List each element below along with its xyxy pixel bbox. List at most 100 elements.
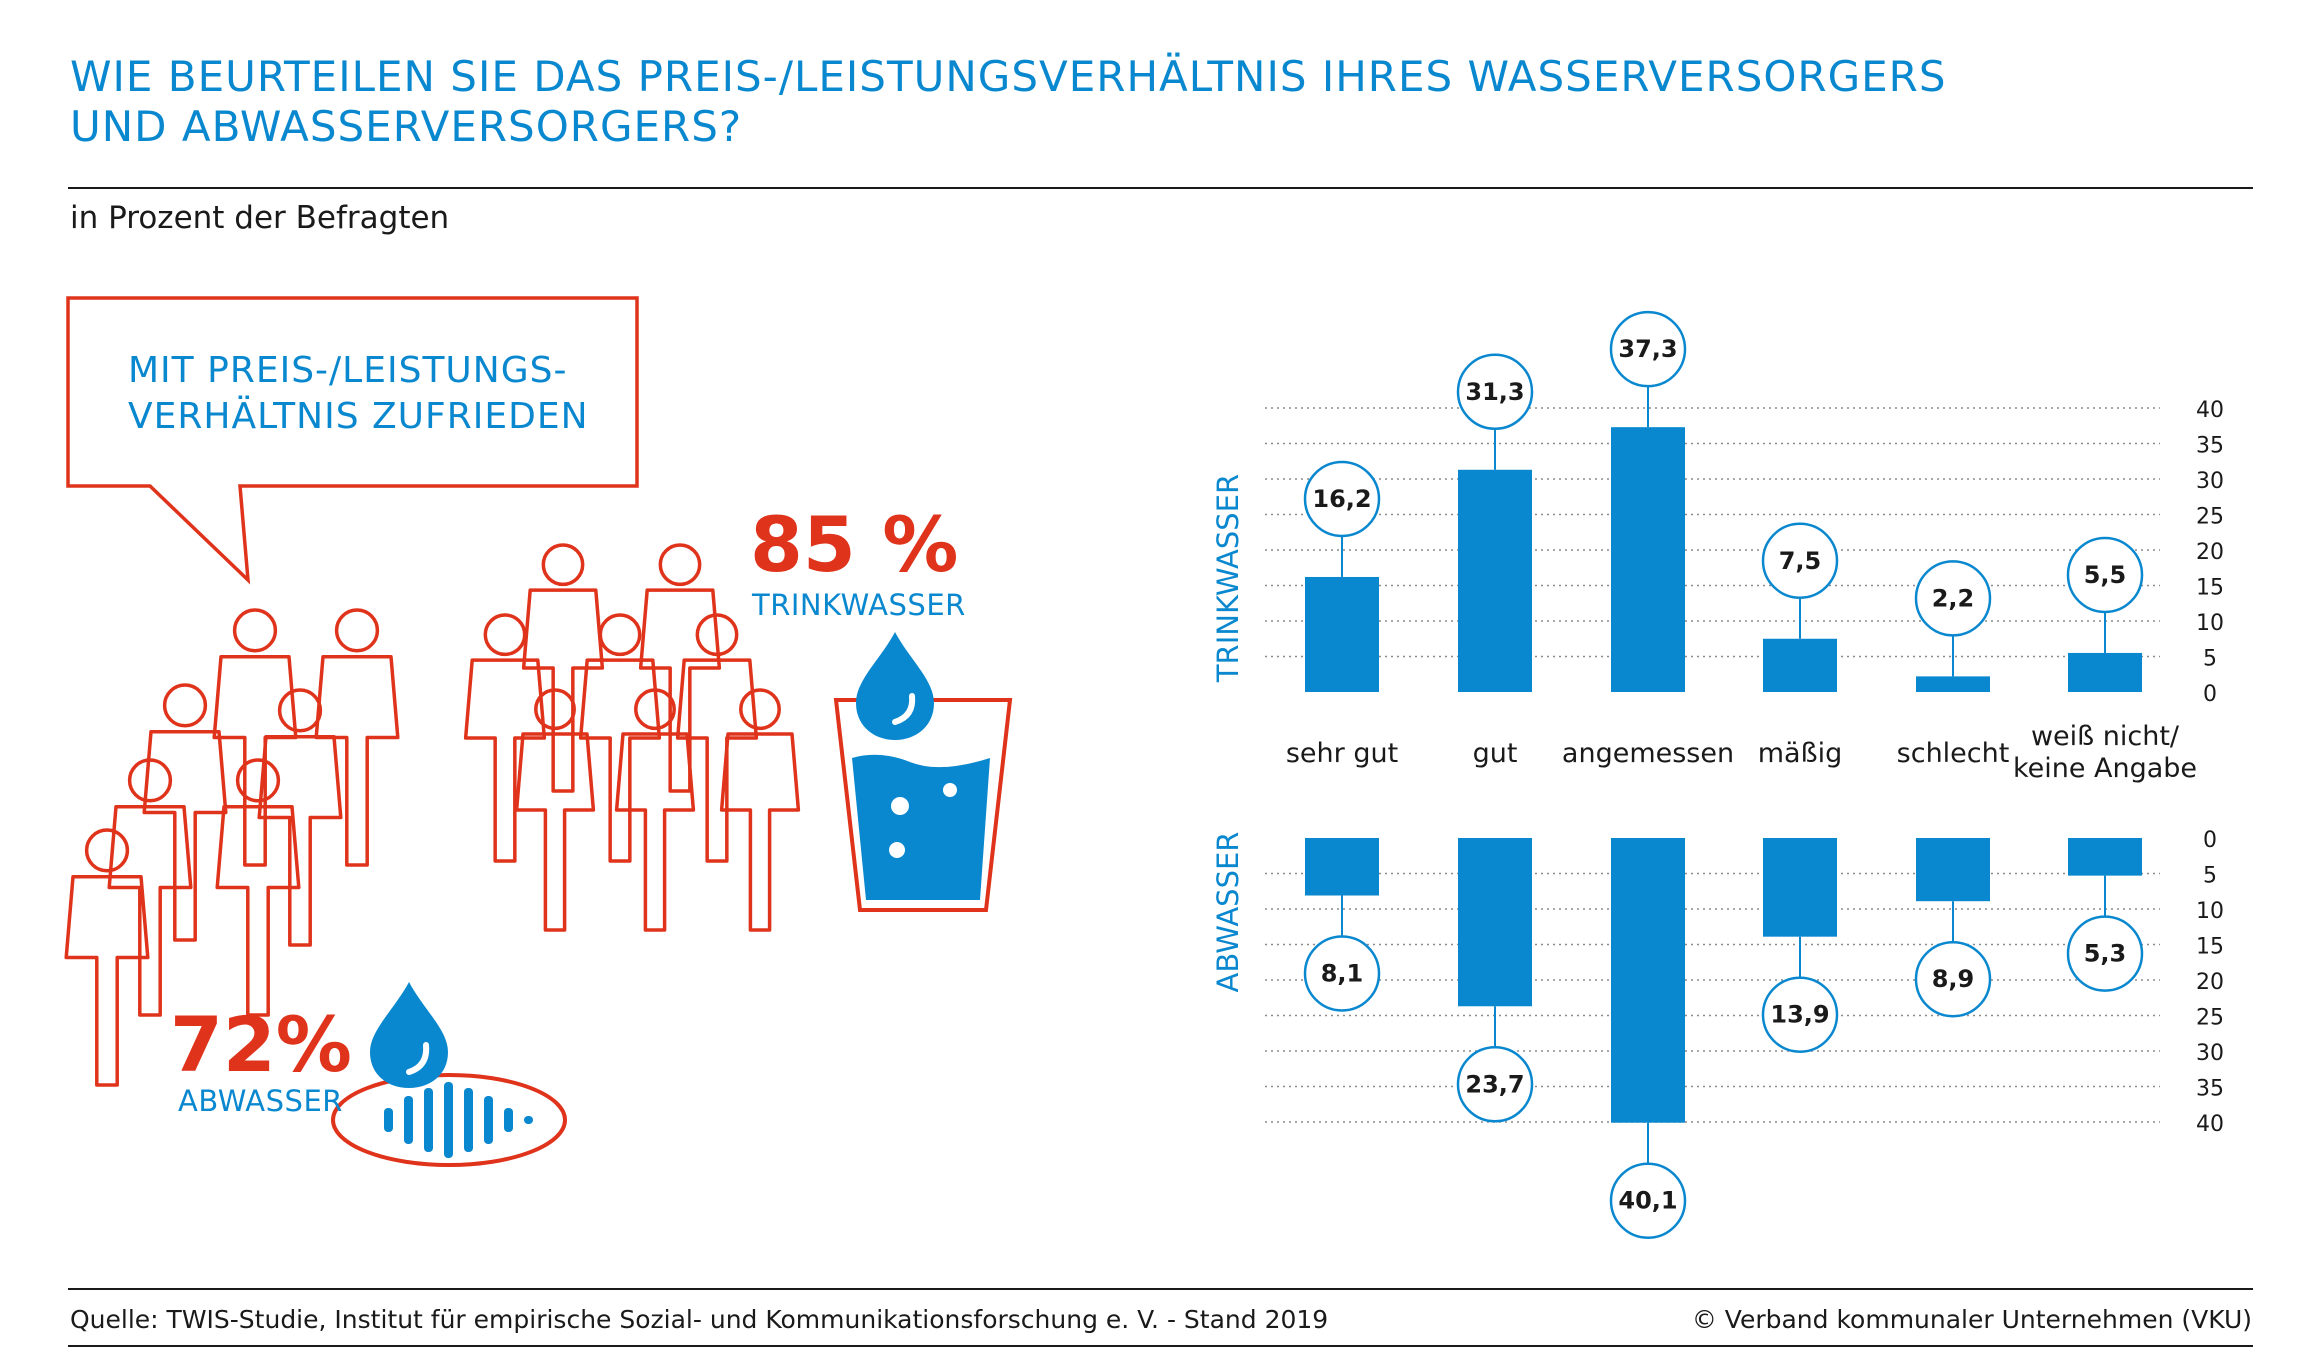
value-bubble: [1456, 353, 1534, 431]
category-label: keine Angabe: [2013, 753, 2197, 784]
person-icon: [578, 613, 662, 863]
speech-bubble-icon: [66, 296, 639, 585]
drain-bar: [404, 1096, 413, 1144]
y-tick-label: 30: [2196, 1041, 2224, 1066]
water-drop-icon: [856, 632, 934, 740]
value-bubble: [1914, 560, 1992, 637]
bar-abwasser: [1916, 838, 1990, 902]
title-line-2: UND ABWASSERVERSORGERS?: [70, 102, 743, 151]
value-bubble: [1456, 1046, 1534, 1123]
bar-abwasser: [1458, 838, 1532, 1007]
value-bubble: [1303, 460, 1381, 538]
data-label: 8,9: [1932, 965, 1975, 993]
bar-abwasser: [1305, 838, 1379, 896]
bar-chart: 0 0 5 5 10 10 15 15 20 20 25 25 30 30 35 35 40 40 TRINKWAS…: [1211, 310, 2224, 1239]
data-label: 5,3: [2084, 940, 2127, 968]
value-bubble: [1761, 976, 1839, 1053]
person-icon: [142, 683, 228, 942]
callout-line-2: VERHÄLTNIS ZUFRIEDEN: [128, 396, 589, 437]
y-tick-label: 5: [2203, 864, 2217, 889]
y-tick-label: 15: [2196, 576, 2224, 601]
drain-grate-icon: [331, 1073, 567, 1167]
abwasser-label: ABWASSER: [178, 1084, 343, 1118]
person-icon: [614, 688, 696, 932]
drain-bar: [504, 1108, 513, 1132]
bar-trinkwasser: [1763, 638, 1837, 692]
value-bubble: [1609, 310, 1687, 388]
y-tick-label: 5: [2203, 647, 2217, 672]
bar-abwasser: [2068, 838, 2142, 876]
drain-bar: [444, 1082, 453, 1158]
source-note: Quelle: TWIS-Studie, Institut für empiri…: [70, 1305, 1329, 1334]
drain-bar: [484, 1096, 493, 1144]
y-tick-label: 20: [2196, 970, 2224, 995]
copyright-note: © Verband kommunaler Unternehmen (VKU): [1691, 1305, 2252, 1334]
y-tick-label: 25: [2196, 505, 2224, 530]
drain-bar: [524, 1116, 533, 1124]
value-bubble: [1303, 935, 1381, 1012]
bar-trinkwasser: [1305, 576, 1379, 692]
series-label: ABWASSER: [1211, 832, 1245, 993]
data-label: 5,5: [2084, 561, 2127, 589]
data-label: 13,9: [1770, 1001, 1829, 1029]
y-tick-label: 0: [2203, 682, 2217, 707]
bar-trinkwasser: [1611, 427, 1685, 692]
callout-line-1: MIT PREIS-/LEISTUNGS-: [128, 350, 568, 391]
y-tick-label: 25: [2196, 1006, 2224, 1031]
value-bubble: [1609, 1162, 1687, 1239]
category-label: weiß nicht/: [2031, 721, 2180, 752]
data-label: 7,5: [1779, 547, 1822, 575]
y-tick-label: 15: [2196, 935, 2224, 960]
person-icon: [64, 828, 150, 1087]
title-line-1: WIE BEURTEILEN SIE DAS PREIS-/LEISTUNGSV…: [70, 52, 1947, 101]
series-label: TRINKWASSER: [1211, 474, 1245, 683]
value-bubble: [2066, 915, 2144, 992]
person-icon: [719, 688, 801, 932]
y-tick-label: 30: [2196, 469, 2224, 494]
person-icon: [463, 613, 547, 863]
page-title: WIE BEURTEILEN SIE DAS PREIS-/LEISTUNGSV…: [70, 52, 2170, 152]
y-tick-label: 10: [2196, 899, 2224, 924]
footer-bottom-rule: [68, 1345, 2253, 1347]
top-rule: [68, 187, 2253, 189]
person-icon: [257, 688, 343, 947]
data-label: 31,3: [1465, 378, 1524, 406]
bar-abwasser: [1763, 838, 1837, 937]
y-tick-label: 0: [2203, 828, 2217, 853]
category-label: mäßig: [1758, 738, 1843, 769]
bar-abwasser: [1611, 838, 1685, 1123]
person-icon: [212, 608, 298, 867]
data-label: 40,1: [1618, 1187, 1677, 1215]
data-label: 37,3: [1618, 335, 1677, 363]
water-drop-icon: [370, 982, 448, 1088]
illustration: [64, 296, 1013, 1167]
value-bubble: [1761, 522, 1839, 599]
category-label: schlecht: [1897, 738, 2010, 769]
abwasser-percent: 72%: [170, 1000, 352, 1089]
y-tick-label: 35: [2196, 1077, 2224, 1102]
y-tick-label: 35: [2196, 434, 2224, 459]
person-icon: [107, 758, 193, 1017]
category-label: gut: [1473, 738, 1518, 769]
data-label: 23,7: [1465, 1070, 1524, 1098]
person-icon: [521, 543, 605, 793]
trinkwasser-percent: 85 %: [750, 500, 959, 589]
value-bubble: [2066, 536, 2144, 614]
y-tick-label: 10: [2196, 611, 2224, 636]
bar-trinkwasser: [1458, 469, 1532, 692]
y-tick-label: 20: [2196, 540, 2224, 565]
y-tick-label: 40: [2196, 1112, 2224, 1137]
people-group-icon: [64, 543, 801, 1087]
value-bubble: [1914, 940, 1992, 1018]
footer-top-rule: [68, 1288, 2253, 1290]
water-glass-icon: [833, 698, 1013, 912]
category-label: sehr gut: [1286, 738, 1398, 769]
data-label: 16,2: [1312, 485, 1371, 513]
person-icon: [514, 688, 596, 932]
data-label: 8,1: [1321, 960, 1364, 988]
y-tick-label: 40: [2196, 398, 2224, 423]
category-label: angemessen: [1562, 738, 1734, 769]
trinkwasser-label: TRINKWASSER: [752, 588, 966, 622]
data-label: 2,2: [1932, 584, 1975, 612]
bar-trinkwasser: [2068, 652, 2142, 692]
